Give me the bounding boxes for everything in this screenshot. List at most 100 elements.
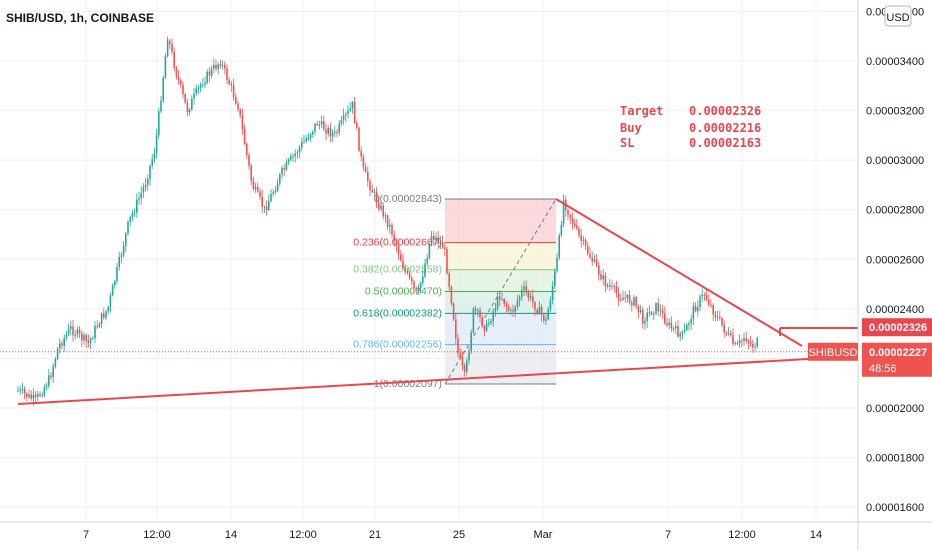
candle-body <box>719 316 721 319</box>
candle <box>479 306 481 323</box>
candle-body <box>433 235 435 240</box>
y-tick-label: 0.00003200 <box>866 106 924 118</box>
candle-body <box>325 129 327 134</box>
candle <box>613 283 615 293</box>
candle-body <box>384 215 387 217</box>
candle <box>345 111 347 123</box>
candle <box>129 215 131 227</box>
candle <box>37 390 39 402</box>
candle-body <box>375 191 378 203</box>
candle <box>235 93 237 106</box>
candle <box>529 292 532 302</box>
candle-body <box>428 243 431 258</box>
candle-body <box>470 332 472 352</box>
candle <box>144 178 147 192</box>
candle-body <box>54 358 57 367</box>
candle <box>536 308 538 316</box>
candle <box>452 301 455 322</box>
candle <box>76 326 79 339</box>
candle-body <box>169 40 171 45</box>
candle-body <box>569 214 571 218</box>
trendline-ascending-support[interactable] <box>17 358 809 405</box>
candle <box>248 152 250 170</box>
candle-body <box>125 233 127 246</box>
trendlines[interactable] <box>0 198 858 405</box>
candle-body <box>149 165 151 179</box>
candle-body <box>204 82 206 85</box>
candle-body <box>496 296 499 309</box>
trade-annotation[interactable]: Target 0.00002326 Buy 0.00002216 SL 0.00… <box>620 104 761 150</box>
candle-body <box>147 178 149 185</box>
candle-body <box>710 304 712 306</box>
fib-label-0.786: 0.786(0.00002256) <box>353 339 442 351</box>
candle-body <box>153 153 156 160</box>
candle-body <box>426 257 428 264</box>
candle-body <box>43 387 46 396</box>
candle <box>683 323 686 334</box>
candle <box>281 165 283 179</box>
candle-body <box>439 242 442 244</box>
trendline-descending-resistance[interactable] <box>555 198 803 347</box>
candle-body <box>364 167 367 172</box>
candle <box>127 220 129 236</box>
candle <box>562 194 565 228</box>
candle-body <box>65 334 68 338</box>
candle <box>45 382 48 391</box>
current-price-tag-text: 0.00002227 <box>869 347 927 359</box>
candle-body <box>708 299 710 305</box>
candle <box>136 193 138 218</box>
candle-body <box>239 109 241 116</box>
candle-body <box>670 322 673 329</box>
fibonacci-retracement[interactable]: 0(0.00002843) 0.236(0.00002667) 0.382(0.00… <box>353 193 557 390</box>
candle <box>591 251 593 266</box>
candle-body <box>217 64 219 69</box>
candle <box>560 220 563 238</box>
candle-body <box>479 310 481 318</box>
target-price-tag-text: 0.00002326 <box>869 322 927 334</box>
candle-body <box>562 199 565 225</box>
candle-body <box>26 393 28 398</box>
candle-body <box>743 338 745 341</box>
candle-body <box>131 213 134 218</box>
candle <box>705 289 708 302</box>
candle-body <box>89 338 92 344</box>
currency-button[interactable]: USD <box>884 5 912 27</box>
candle-body <box>633 297 635 306</box>
candle-body <box>688 323 690 326</box>
candle-body <box>745 338 747 342</box>
candle-body <box>296 152 299 154</box>
candle-body <box>444 247 446 250</box>
candle <box>747 338 750 350</box>
candle <box>503 297 505 308</box>
candle-body <box>712 305 714 315</box>
candle <box>17 386 19 393</box>
candle-body <box>413 281 415 288</box>
candle <box>692 302 695 326</box>
candle-body <box>193 93 195 99</box>
candle <box>512 304 514 317</box>
candle <box>360 146 362 162</box>
candle-body <box>653 313 655 315</box>
candle-body <box>287 159 290 163</box>
candle <box>349 102 351 112</box>
candle <box>274 186 277 195</box>
candle <box>327 125 329 138</box>
candle <box>210 65 213 79</box>
annotation-sl-value: 0.00002163 <box>689 136 761 150</box>
candle-body <box>677 325 679 337</box>
candle-body <box>270 193 272 202</box>
candle <box>419 281 422 294</box>
candle-body <box>661 310 664 314</box>
candle-body <box>466 360 468 372</box>
candle <box>668 318 670 330</box>
candle <box>549 296 552 312</box>
candle <box>426 253 428 267</box>
candle <box>518 294 521 307</box>
candle-body <box>723 325 725 333</box>
candle-body <box>615 286 618 294</box>
candle-body <box>133 212 136 214</box>
candle-body <box>307 138 310 140</box>
candle <box>160 95 162 114</box>
